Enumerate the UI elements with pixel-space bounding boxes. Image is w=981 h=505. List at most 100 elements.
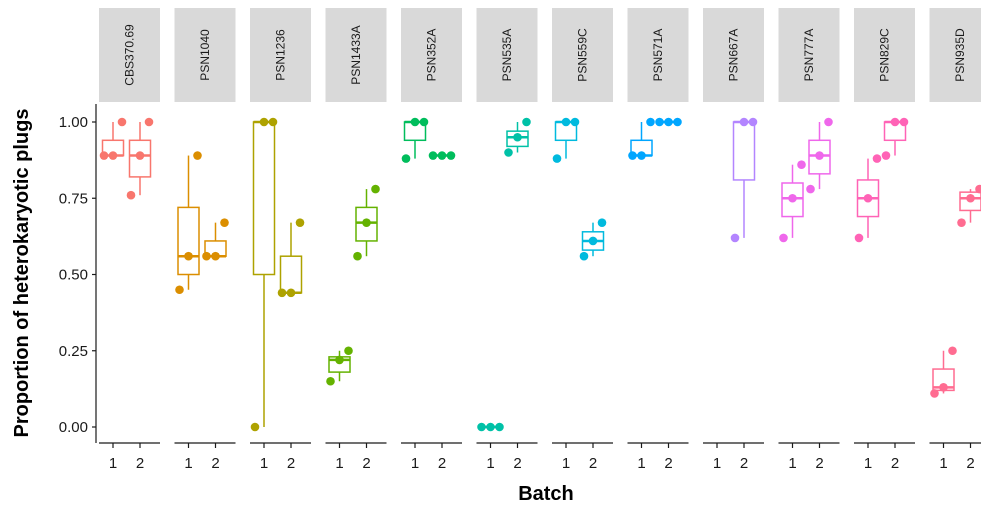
facet-strip-label: PSN829C (878, 28, 892, 82)
facet-strip (703, 8, 764, 102)
x-tick-label: 1 (411, 455, 419, 472)
data-point (99, 151, 109, 160)
data-point (664, 117, 673, 127)
data-point (259, 117, 269, 127)
data-point (335, 355, 344, 365)
data-point (890, 117, 900, 127)
data-point (588, 236, 598, 246)
facet-strips: CBS370.69 PSN1040 PSN1236 PSN1433A PSN352A PS… (99, 8, 981, 102)
x-tick-label: 1 (562, 455, 570, 472)
y-tick-label: 0.50 (59, 267, 88, 284)
data-point (202, 251, 211, 261)
box (177, 206, 200, 276)
data-point (854, 233, 864, 243)
data-point (788, 193, 797, 203)
x-tick-label: 2 (966, 455, 974, 472)
x-tick-label: 2 (891, 455, 899, 472)
x-tick-label: 1 (335, 455, 343, 472)
data-point (362, 218, 371, 227)
facet-strip-label: PSN1433A (349, 25, 363, 84)
facet-strip (854, 8, 915, 102)
x-tick-label: 2 (362, 455, 370, 472)
x-tick-label: 2 (287, 455, 295, 472)
facet-strip (778, 8, 840, 102)
facet-strip (476, 8, 538, 102)
data-point (824, 117, 833, 127)
box (279, 255, 303, 294)
x-tick-label: 2 (136, 455, 144, 472)
x-tick-label: 1 (260, 455, 268, 472)
data-point (673, 117, 682, 127)
data-point (250, 422, 260, 432)
data-point (193, 151, 202, 160)
x-tick-label: 2 (211, 455, 219, 472)
x-tick-label: 1 (109, 455, 117, 472)
data-point (486, 422, 495, 432)
data-point (730, 233, 740, 243)
data-point (637, 151, 646, 160)
y-tick-label: 0.25 (59, 343, 88, 360)
data-point (135, 151, 145, 160)
data-point (930, 389, 939, 398)
data-point (522, 117, 531, 127)
facet-strip (401, 8, 462, 102)
data-point (428, 151, 438, 160)
x-tick-label: 1 (184, 455, 192, 472)
data-point (477, 422, 486, 432)
data-point (144, 117, 154, 127)
data-point (881, 151, 891, 160)
x-tick-label: 2 (815, 455, 823, 472)
facet-strip-label: PSN352A (425, 29, 439, 82)
y-tick-label: 0.75 (59, 190, 88, 207)
data-point (957, 218, 966, 227)
facet-strip (552, 8, 613, 102)
x-tick-label: 1 (788, 455, 796, 472)
data-point (948, 346, 957, 356)
facet-strip-label: PSN667A (727, 29, 741, 82)
data-point (495, 422, 504, 432)
data-point (797, 160, 806, 169)
facet-strip-label: PSN935D (953, 28, 967, 82)
data-point (597, 218, 607, 227)
x-tick-label: 1 (939, 455, 947, 472)
facet-strip (627, 8, 689, 102)
data-point (570, 117, 580, 127)
data-point (184, 251, 193, 261)
x-axis-title: Batch (518, 483, 574, 505)
facet-strip-label: PSN535A (500, 29, 514, 82)
x-tick-label: 1 (713, 455, 721, 472)
data-point (806, 184, 815, 194)
x-tick-label: 1 (864, 455, 872, 472)
data-point (446, 151, 456, 160)
data-point (401, 154, 411, 163)
data-point (655, 117, 664, 127)
x-tick-label: 1 (486, 455, 494, 472)
data-point (437, 151, 447, 160)
facet-strip (929, 8, 981, 102)
data-point (513, 132, 522, 142)
data-point (552, 154, 562, 163)
data-point (326, 376, 335, 386)
data-point (872, 154, 882, 163)
data-point (295, 218, 305, 227)
data-point (410, 117, 420, 127)
data-point (739, 117, 749, 127)
data-point (579, 251, 589, 261)
facet-strip-label: PSN777A (802, 29, 816, 82)
facet-strip-label: PSN559C (576, 28, 590, 82)
data-point (628, 151, 637, 160)
facet-strip-label: PSN1040 (198, 29, 212, 81)
data-point (108, 151, 118, 160)
facet-strip (250, 8, 311, 102)
y-tick-label: 1.00 (59, 114, 88, 131)
data-point (504, 148, 513, 157)
